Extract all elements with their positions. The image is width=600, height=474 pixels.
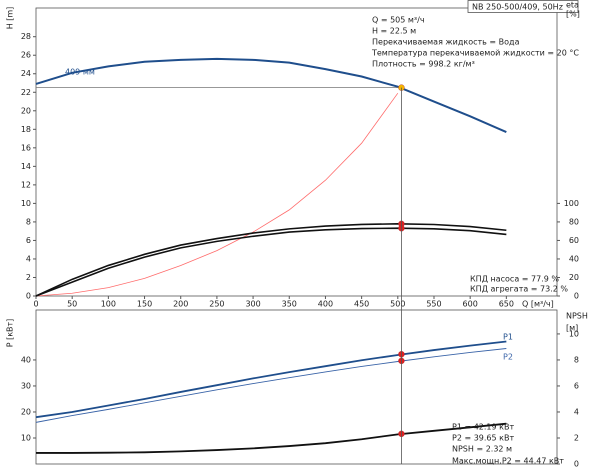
plot-frame [35, 7, 558, 297]
x-tick-label: 400 [318, 300, 333, 309]
x-tick-label: 250 [209, 300, 224, 309]
y-tick-label: 10 [21, 199, 31, 208]
annotation: КПД насоса = 77.9 % [470, 275, 559, 284]
y-tick-label: 14 [21, 162, 31, 171]
y2-axis-label: [м] [566, 324, 578, 333]
series-label: 409 мм [65, 68, 95, 77]
y2-tick-label: 20 [569, 273, 579, 282]
y-tick-label: 26 [21, 51, 31, 60]
annotation: Плотность = 998.2 кг/м³ [372, 60, 475, 69]
annotation: КПД агрегата = 73.2 % [470, 285, 568, 294]
y-tick-label: 22 [21, 88, 31, 97]
curve [36, 422, 507, 454]
y2-tick-label: 80 [569, 217, 579, 226]
x-tick-label: 350 [282, 300, 297, 309]
y-axis-label: P [кВт] [6, 319, 15, 348]
curve [35, 223, 507, 297]
annotation: Q = 505 м³/ч [372, 16, 425, 25]
curve [35, 227, 507, 297]
x-axis-label: Q [м³/ч] [522, 300, 554, 309]
curve [35, 57, 507, 134]
y2-tick-label: 60 [569, 236, 579, 245]
x-tick-label: 200 [173, 300, 188, 309]
x-tick-label: 100 [101, 300, 116, 309]
x-tick-label: 450 [354, 300, 369, 309]
y2-tick-label: 8 [574, 355, 579, 364]
x-tick-label: 50 [67, 300, 77, 309]
y2-tick-label: 10 [569, 329, 579, 338]
y2-axis-label: NPSH [566, 312, 588, 321]
annotation: NPSH = 2.32 м [452, 445, 512, 454]
series-label: P2 [503, 353, 513, 362]
y2-tick-label: 6 [574, 381, 579, 390]
x-tick-label: 550 [426, 300, 441, 309]
y-axis-label: H [m] [6, 7, 15, 30]
annotation: P1 = 42.19 кВт [452, 423, 514, 432]
x-tick-label: 600 [463, 300, 478, 309]
plot-frame [35, 309, 558, 465]
curve [35, 348, 507, 423]
y2-tick-label: 0 [574, 460, 579, 469]
y-tick-label: 28 [21, 32, 31, 41]
annotation: P2 = 39.65 кВт [452, 434, 514, 443]
y-tick-label: 20 [21, 106, 31, 115]
y2-axis-label: [%] [566, 10, 580, 19]
x-tick-label: 0 [33, 300, 38, 309]
y-tick-label: 24 [21, 69, 31, 78]
y-tick-label: 6 [26, 236, 31, 245]
annotation: H = 22.5 м [372, 27, 416, 36]
y2-tick-label: 0 [574, 292, 579, 301]
y2-tick-label: 2 [574, 433, 579, 442]
y2-tick-label: 100 [564, 199, 579, 208]
annotation: Перекачиваемая жидкость = Вода [372, 38, 520, 47]
y-tick-label: 2 [26, 273, 31, 282]
y2-tick-label: 4 [574, 407, 579, 416]
y-tick-label: 40 [21, 355, 31, 364]
y-tick-label: 18 [21, 125, 31, 134]
curve [35, 92, 399, 297]
y2-tick-label: 40 [569, 254, 579, 263]
x-tick-label: 300 [245, 300, 260, 309]
chart-title: NB 250-500/409, 50Hz [472, 3, 563, 12]
y-tick-label: 16 [21, 143, 31, 152]
y-tick-label: 12 [21, 180, 31, 189]
series-label: P1 [503, 333, 513, 342]
y-tick-label: 8 [26, 217, 31, 226]
y2-axis-label: eta [566, 1, 579, 10]
x-tick-label: 650 [499, 300, 514, 309]
x-tick-label: 150 [137, 300, 152, 309]
y-tick-label: 30 [21, 381, 31, 390]
curve [35, 340, 507, 419]
y-tick-label: 4 [26, 254, 31, 263]
y-tick-label: 0 [26, 292, 31, 301]
y-tick-label: 10 [21, 433, 31, 442]
y-tick-label: 20 [21, 407, 31, 416]
title-box [467, 0, 579, 13]
x-tick-label: 500 [390, 300, 405, 309]
annotation: Макс.мощн.P2 = 44.47 кВт [452, 457, 564, 466]
annotation: Температура перекачиваемой жидкости = 20… [371, 49, 579, 58]
